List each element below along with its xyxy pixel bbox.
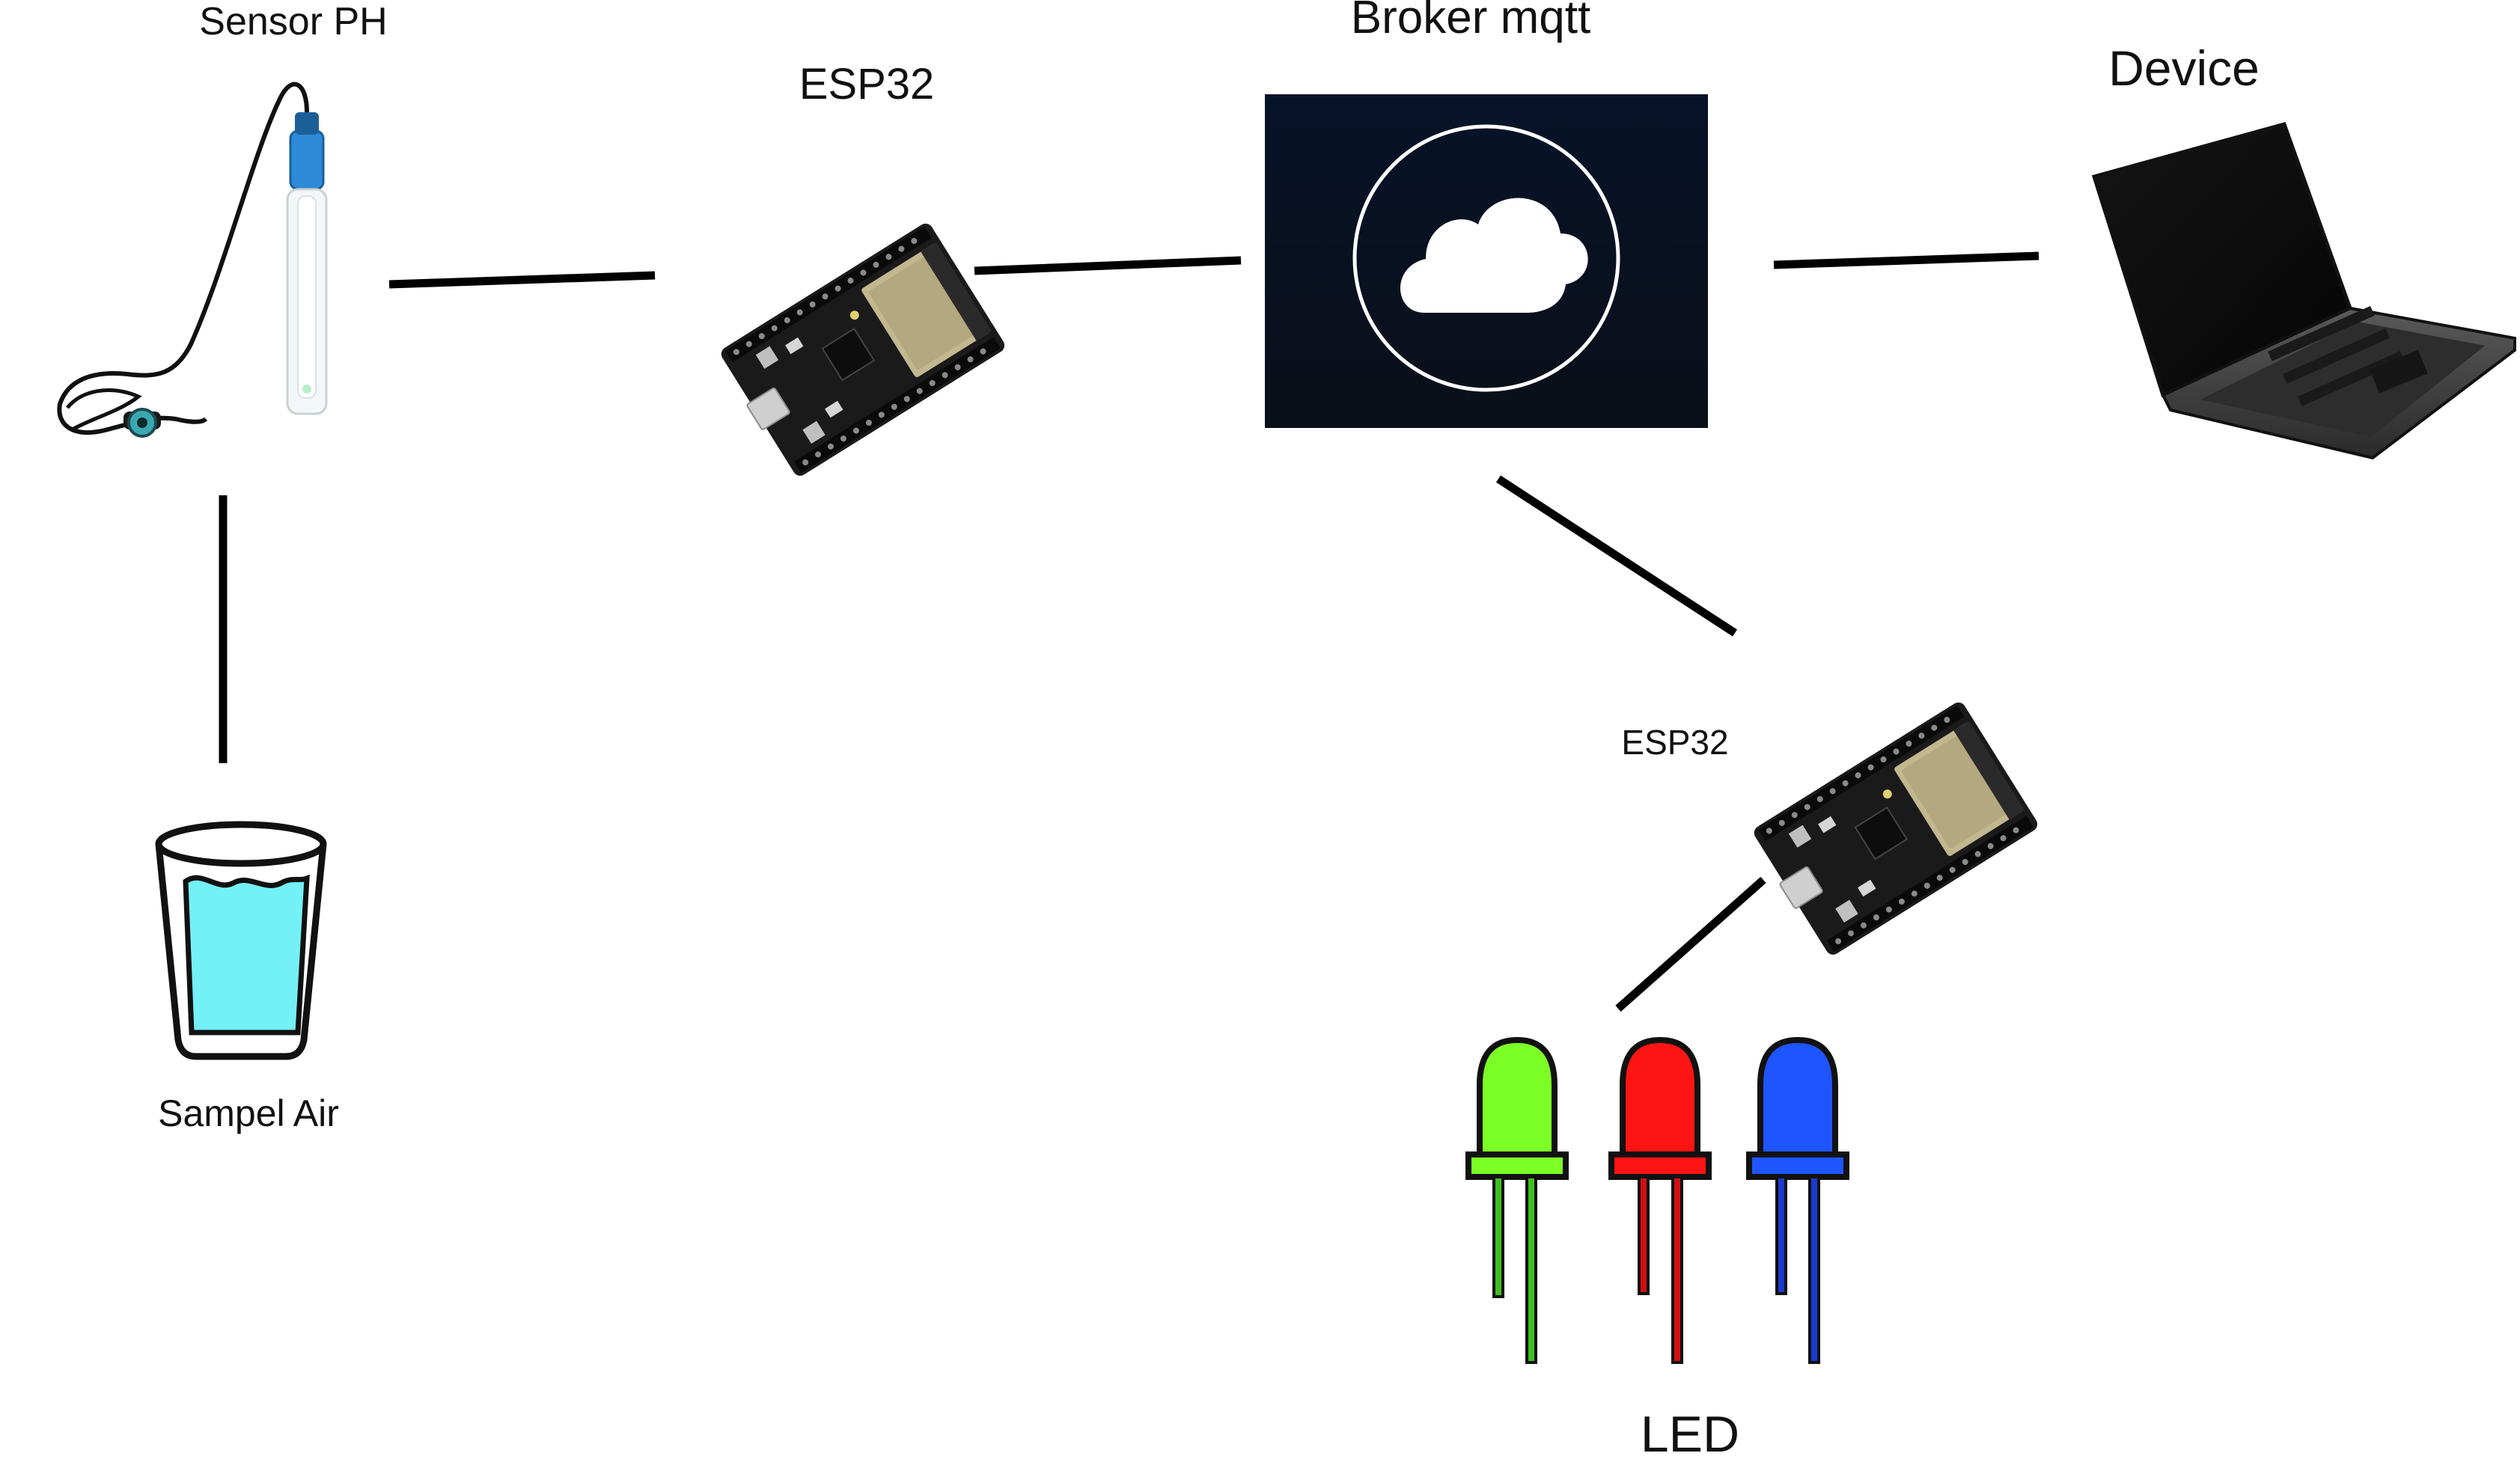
sample-label: Sampel Air	[158, 1092, 339, 1134]
led-blue-icon	[1746, 1036, 1849, 1364]
link-sensor-to-esp32	[388, 271, 656, 289]
led-label: LED	[1641, 1406, 1739, 1459]
led-green-icon	[1465, 1036, 1569, 1364]
link-esp32-to-broker	[974, 256, 1242, 275]
link-broker-to-esp32-bottom	[1495, 475, 1738, 637]
esp32-board-icon	[713, 220, 1008, 482]
led-red-icon	[1608, 1036, 1712, 1364]
esp32-bottom-label: ESP32	[1621, 723, 1728, 762]
water-glass-icon	[155, 821, 327, 1060]
device-label: Device	[2108, 40, 2260, 96]
link-esp32-to-led	[1615, 876, 1766, 1012]
esp32-board-icon-bottom	[1746, 699, 2041, 961]
esp32-top-label: ESP32	[799, 60, 935, 108]
laptop-icon	[2091, 121, 2516, 460]
ph-sensor-probe-icon	[57, 82, 328, 438]
cloud-icon	[1400, 198, 1588, 313]
link-broker-to-device	[1773, 251, 2040, 269]
broker-label: Broker mqtt	[1351, 0, 1590, 43]
connector-lines	[219, 251, 2040, 1012]
sensor-ph-label: Sensor PH	[199, 0, 387, 43]
broker-panel	[1265, 94, 1708, 428]
